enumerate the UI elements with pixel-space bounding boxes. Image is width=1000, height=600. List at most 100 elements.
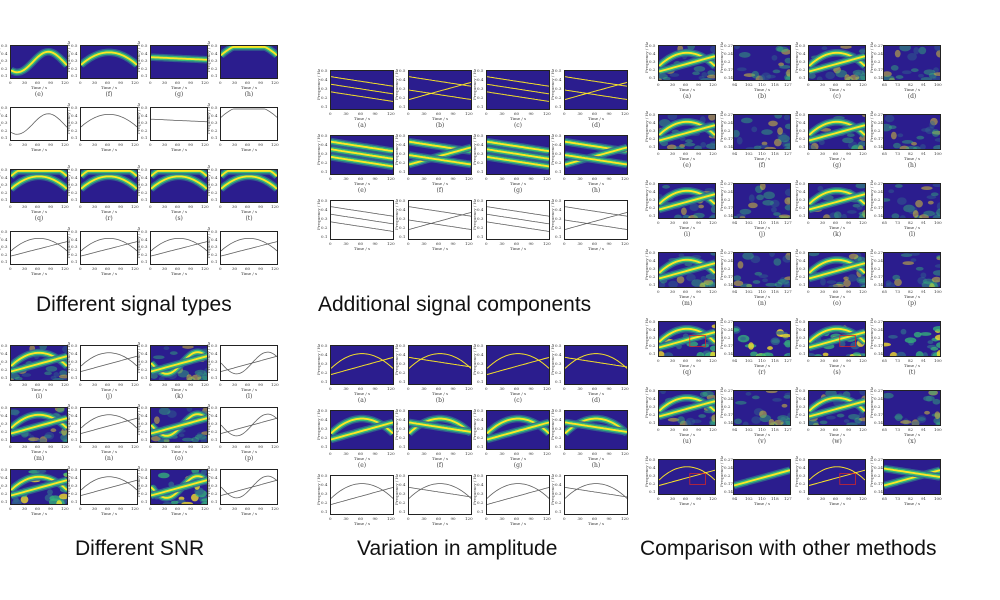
x-tick-label: 0 — [9, 382, 12, 387]
y-tick-label: 0.1 — [799, 489, 806, 494]
noise-blob — [706, 143, 715, 149]
y-tick-label: 0.1 — [71, 437, 78, 442]
x-tick-label: 60 — [592, 111, 598, 116]
ridge-1 — [151, 241, 207, 257]
noise-blob — [847, 274, 858, 282]
noise-blob — [901, 140, 914, 144]
noise-blob — [844, 74, 851, 80]
y-axis-label: Frequency / Hz — [472, 68, 477, 100]
noise-blob — [907, 206, 918, 215]
x-tick-label: 60 — [683, 496, 689, 501]
y-tick-label: 0.1 — [399, 234, 406, 239]
ridge-1 — [331, 148, 393, 160]
y-axis-label: Frequency / Hz — [719, 248, 724, 280]
y-axis-label: Frequency / Hz — [869, 179, 874, 211]
x-tick-label: 94 — [732, 82, 738, 87]
y-tick-label: 0.5 — [321, 68, 328, 73]
g-signal-tile-r2c0 — [10, 169, 68, 203]
noise-blob — [191, 374, 202, 380]
x-tick-label: 102 — [745, 427, 753, 432]
x-tick-label: 120 — [387, 451, 395, 456]
g-cmp-tile-r2c0-plot — [659, 184, 715, 218]
x-tick-label: 120 — [201, 506, 209, 511]
noise-blob — [858, 214, 865, 218]
g-signal-tile-r1c3-plot — [221, 108, 277, 118]
x-tick-label: 0 — [9, 506, 12, 511]
x-tick-label: 73 — [895, 427, 901, 432]
noise-blob — [884, 123, 892, 132]
y-tick-label: 0.2 — [399, 225, 406, 230]
y-tick-label: 0.1 — [555, 104, 562, 109]
subfigure-label: (w) — [832, 438, 842, 445]
noise-blob — [916, 135, 925, 140]
noise-blob — [736, 136, 743, 145]
noise-blob — [822, 352, 829, 356]
noise-blob — [700, 275, 707, 282]
x-tick-label: 90 — [118, 204, 124, 209]
x-tick-label: 60 — [514, 241, 520, 246]
x-tick-label: 120 — [201, 266, 209, 271]
noise-blob — [735, 400, 747, 405]
y-tick-label: 0.5 — [1, 43, 8, 48]
ridge-1 — [487, 356, 549, 375]
x-tick-label: 0 — [407, 241, 410, 246]
y-tick-label: 0.5 — [1, 167, 8, 172]
y-tick-label: 0.24 — [724, 51, 733, 56]
x-tick-label: 60 — [833, 427, 839, 432]
x-tick-label: 60 — [514, 451, 520, 456]
x-tick-label: 60 — [35, 266, 41, 271]
noise-blob — [659, 78, 662, 80]
y-tick-label: 0.5 — [211, 467, 218, 472]
y-tick-label: 0.3 — [1, 182, 8, 187]
x-tick-label: 82 — [908, 289, 914, 294]
x-tick-label: 60 — [592, 451, 598, 456]
ridge-2 — [565, 89, 627, 100]
y-axis-label: Frequency / Hz — [394, 198, 399, 230]
noise-blob — [890, 131, 897, 140]
noise-blob — [931, 276, 940, 283]
x-tick-label: 90 — [846, 289, 852, 294]
noise-blob — [703, 279, 714, 286]
noise-blob — [930, 74, 937, 80]
noise-blob — [820, 277, 826, 286]
noise-blob — [930, 117, 938, 126]
x-axis-label: Time / s — [679, 87, 696, 92]
x-axis-label: Time / s — [354, 181, 371, 186]
noise-blob — [775, 330, 786, 335]
x-tick-label: 94 — [732, 220, 738, 225]
x-tick-label: 94 — [732, 358, 738, 363]
noise-blob — [785, 417, 790, 425]
x-tick-label: 60 — [833, 289, 839, 294]
x-tick-label: 60 — [436, 176, 442, 181]
subfigure-label: (f) — [105, 91, 113, 98]
g-signal-tile-r3c1-plot — [81, 238, 137, 257]
x-tick-label: 0 — [149, 444, 152, 449]
y-tick-label: 0.3 — [477, 361, 484, 366]
y-tick-label: 0.17 — [724, 481, 733, 486]
g-signal-tile-r2c3 — [220, 169, 278, 203]
y-tick-label: 0.5 — [799, 319, 806, 324]
noise-blob — [843, 276, 850, 281]
y-tick-label: 0.2 — [141, 367, 148, 372]
ridge-1 — [487, 213, 549, 225]
noise-blob — [11, 373, 20, 380]
ridge-1 — [151, 170, 207, 177]
noise-blob — [912, 210, 919, 218]
noise-blob — [12, 410, 19, 416]
y-tick-label: 0.17 — [724, 343, 733, 348]
y-tick-label: 0.5 — [555, 198, 562, 203]
noise-blob — [856, 206, 863, 210]
noise-blob — [708, 115, 715, 121]
noise-blob — [786, 146, 790, 149]
g-amp-tile-r2c2 — [486, 475, 550, 515]
y-tick-label: 0.27 — [724, 457, 733, 462]
x-tick-label: 30 — [820, 220, 826, 225]
noise-blob — [709, 416, 715, 420]
noise-blob — [776, 46, 789, 53]
subfigure-label: (h) — [907, 162, 917, 169]
subfigure-label: (t) — [908, 369, 916, 376]
subfigure-label: (r) — [758, 369, 766, 376]
y-axis-label: Frequency / Hz — [0, 41, 1, 72]
noise-blob — [178, 496, 185, 501]
x-tick-label: 60 — [35, 382, 41, 387]
